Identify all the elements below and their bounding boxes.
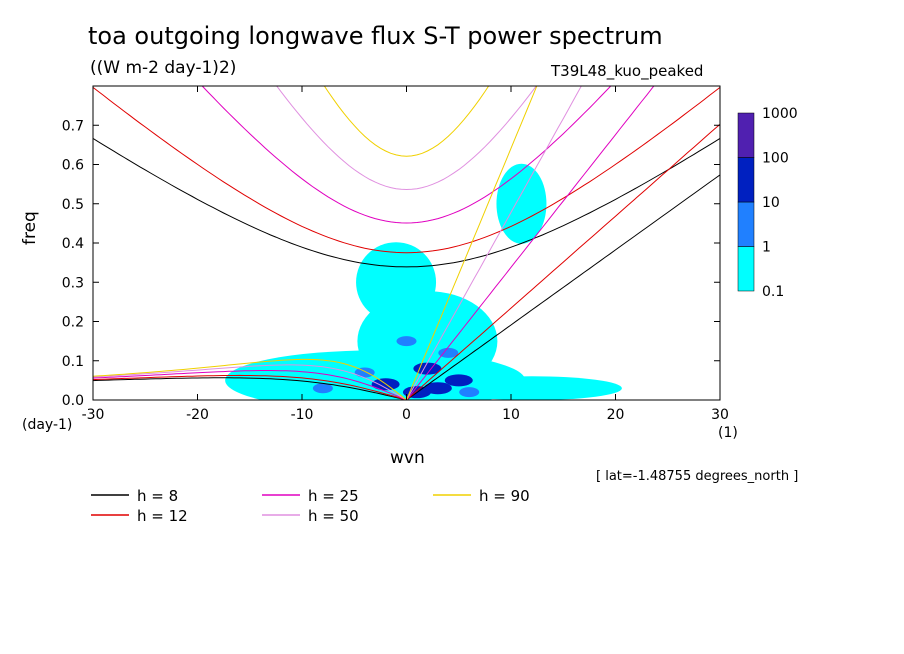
run-label: T39L48_kuo_peaked	[551, 62, 704, 80]
legend-label: h = 25	[308, 487, 359, 505]
y-tick-label: 0.2	[62, 315, 84, 331]
kelvin-wave-curve	[406, 174, 720, 400]
y-axis-unit: (day-1)	[22, 417, 73, 433]
axes: -30 -20 -10 0 10 20 30 0.0 0.1 0.2 0.3 0.4 0.5 0.6 0.7	[62, 86, 729, 423]
colorbar-swatch	[737, 157, 755, 203]
x-axis-label: wvn	[390, 448, 425, 468]
spectral-region	[496, 163, 547, 244]
gravity-wave-curve	[93, 137, 720, 268]
colorbar-label: 10	[762, 195, 780, 211]
gravity-wave-curve	[93, 87, 720, 254]
rossby-wave-curve	[93, 377, 407, 400]
colorbar-label: 0.1	[762, 284, 784, 300]
spectral-blob	[438, 347, 459, 358]
x-tick-label: 10	[502, 407, 520, 423]
dispersion-curves	[93, 86, 720, 400]
gravity-wave-curve	[201, 86, 612, 224]
spectral-region	[356, 242, 437, 323]
y-tick-label: 0.6	[62, 158, 84, 174]
kelvin-wave-curve	[406, 86, 582, 400]
x-tick-label: -20	[186, 407, 209, 423]
legend-label: h = 12	[137, 507, 188, 525]
gravity-wave-curve	[323, 86, 490, 157]
spectral-blob	[354, 367, 375, 378]
colorbar-swatch	[737, 246, 755, 292]
spectral-blob	[312, 383, 333, 394]
legend: h = 8 h = 12 h = 25 h = 50 h = 90	[91, 487, 530, 525]
y-tick-label: 0.1	[62, 354, 84, 370]
x-tick-label: 30	[711, 407, 729, 423]
colorbar-swatch	[737, 201, 755, 247]
y-tick-label: 0.3	[62, 275, 84, 291]
kelvin-wave-curve	[406, 86, 538, 400]
colorbar-label: 1	[762, 240, 771, 256]
legend-label: h = 50	[308, 507, 359, 525]
spectral-blob	[423, 382, 452, 395]
spectral-blob	[396, 336, 417, 347]
spectral-blob	[459, 387, 480, 398]
kelvin-wave-curve	[406, 123, 720, 400]
rossby-wave-curve	[93, 358, 407, 400]
x-tick-label: 0	[402, 407, 411, 423]
legend-label: h = 90	[479, 487, 530, 505]
spectral-region	[441, 376, 622, 400]
gravity-wave-curve	[276, 86, 537, 191]
colorbar: 0.1 1 10 100 1000	[737, 106, 798, 300]
y-tick-label: 0.7	[62, 118, 84, 134]
chart-units: ((W m-2 day-1)2)	[90, 58, 237, 78]
spectral-blob	[444, 374, 473, 387]
spectral-density-fill	[225, 163, 622, 400]
colorbar-label: 100	[762, 151, 789, 167]
x-axis-unit: (1)	[718, 425, 738, 441]
legend-label: h = 8	[137, 487, 178, 505]
y-tick-label: 0.5	[62, 197, 84, 213]
kelvin-wave-curve	[406, 86, 655, 400]
colorbar-label: 1000	[762, 106, 798, 122]
x-tick-label: -30	[82, 407, 105, 423]
rossby-wave-curve	[93, 370, 407, 400]
x-tick-label: -10	[291, 407, 314, 423]
rossby-wave-curve	[93, 364, 407, 400]
chart-title: toa outgoing longwave flux S-T power spe…	[88, 22, 663, 50]
rossby-wave-curve	[93, 374, 407, 400]
x-tick-label: 20	[607, 407, 625, 423]
latitude-note: [ lat=-1.48755 degrees_north ]	[596, 469, 799, 484]
y-tick-label: 0.4	[62, 236, 84, 252]
colorbar-swatch	[737, 112, 755, 158]
y-tick-label: 0.0	[62, 393, 84, 409]
